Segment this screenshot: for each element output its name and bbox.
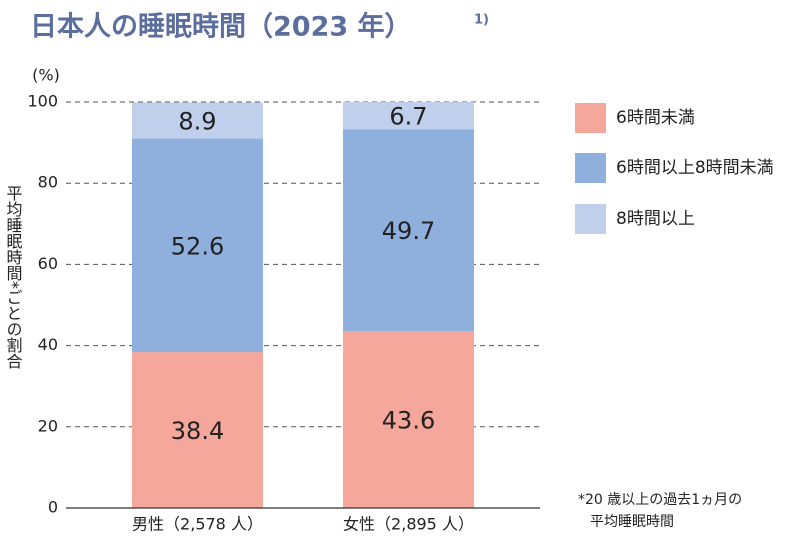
value-label: 52.6 xyxy=(171,232,224,260)
y-unit: (%) xyxy=(32,66,60,85)
chart-title: 日本人の睡眠時間（2023 年） xyxy=(30,11,412,43)
y-tick-label: 60 xyxy=(38,254,58,273)
value-label: 38.4 xyxy=(171,417,224,445)
y-tick-label: 80 xyxy=(38,173,58,192)
bar-segment xyxy=(132,102,263,139)
legend-label: 8時間以上 xyxy=(616,209,695,229)
x-tick-label: 女性（2,895 人） xyxy=(343,515,474,534)
legend-swatch xyxy=(575,153,606,183)
bar-segment xyxy=(343,129,474,331)
legend-swatch xyxy=(575,103,606,133)
x-tick-label: 男性（2,578 人） xyxy=(132,515,263,534)
bar-segment xyxy=(343,102,474,130)
value-label: 49.7 xyxy=(382,217,435,245)
legend-swatch xyxy=(575,204,606,234)
bar-segment xyxy=(132,138,263,353)
title-superscript: 1) xyxy=(474,13,489,28)
value-label: 6.7 xyxy=(389,103,427,131)
y-tick-label: 40 xyxy=(38,335,58,354)
y-tick-label: 0 xyxy=(48,498,58,517)
bar-segment xyxy=(343,330,474,508)
value-label: 8.9 xyxy=(178,107,216,135)
y-tick-label: 20 xyxy=(38,416,58,435)
legend-label: 6時間未満 xyxy=(616,108,695,128)
bar-segment xyxy=(132,352,263,508)
y-axis-label: 平均睡眠時間*ごとの割合 xyxy=(4,185,23,369)
footnote: *20 歳以上の過去1ヵ月の xyxy=(578,492,742,508)
y-tick-label: 100 xyxy=(27,92,58,111)
legend-label: 6時間以上8時間未満 xyxy=(616,158,774,178)
value-label: 43.6 xyxy=(382,406,435,434)
footnote: 平均睡眠時間 xyxy=(590,514,674,530)
